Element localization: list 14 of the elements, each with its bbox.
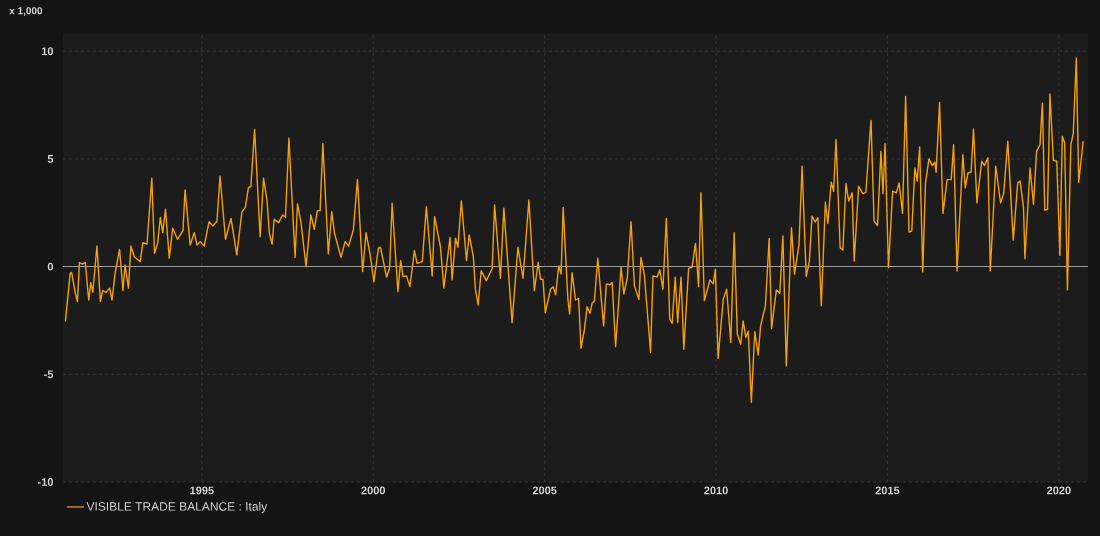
- y-tick-label: 5: [47, 155, 54, 163]
- x-tick-label: 2010: [704, 486, 728, 495]
- x-tick-label: 2005: [532, 486, 557, 495]
- y-axis-title: x 1,000: [9, 7, 43, 16]
- legend-label: VISIBLE TRADE BALANCE : Italy: [86, 501, 268, 514]
- line-series: [64, 57, 1084, 404]
- x-tick-label: 2000: [361, 486, 386, 495]
- y-tick-label: -10: [37, 478, 54, 486]
- y-tick-label: 0: [47, 262, 54, 271]
- x-tick-label: 2015: [875, 486, 900, 495]
- y-tick-label: 10: [41, 47, 54, 56]
- x-tick-label: 2020: [1046, 486, 1071, 495]
- y-tick-label: -5: [44, 370, 54, 379]
- x-tick-label: 1995: [190, 486, 214, 495]
